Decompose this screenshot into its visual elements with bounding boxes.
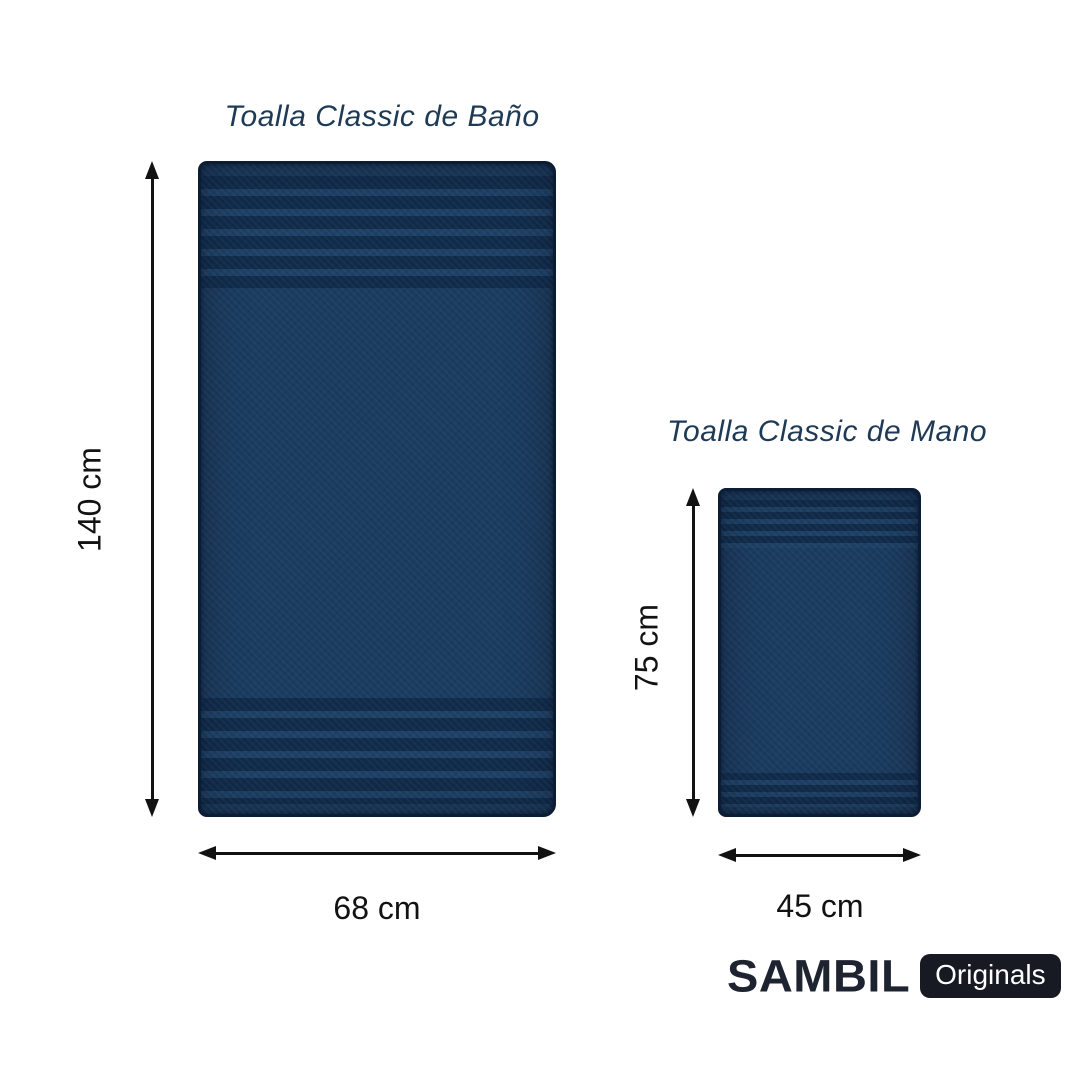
arrow-right-icon (903, 848, 921, 862)
bath-towel-bottom-stripes (201, 698, 553, 804)
arrow-up-icon (145, 161, 159, 179)
hand-width-label: 45 cm (776, 888, 864, 924)
hand-height-arrow (686, 488, 700, 817)
hand-towel-title: Toalla Classic de Mano (666, 415, 988, 448)
arrow-left-icon (198, 846, 216, 860)
arrow-down-icon (145, 799, 159, 817)
hand-towel-bottom-stripes (721, 773, 918, 807)
bath-towel-top-stripes (201, 176, 553, 288)
arrow-up-icon (686, 488, 700, 506)
bath-towel-image (198, 161, 556, 817)
arrow-down-icon (686, 799, 700, 817)
bath-height-arrow (145, 161, 159, 817)
brand-wordmark: SAMBIL (727, 950, 911, 1001)
arrow-right-icon (538, 846, 556, 860)
brand-logo: SAMBIL Originals (727, 952, 1061, 999)
bath-height-label: 140 cm (71, 447, 108, 552)
hand-towel-image (718, 488, 921, 817)
hand-towel-top-stripes (721, 500, 918, 548)
bath-width-arrow (198, 846, 556, 860)
bath-towel-title: Toalla Classic de Baño (224, 100, 540, 133)
hand-width-arrow (718, 848, 921, 862)
bath-width-label: 68 cm (333, 890, 421, 926)
hand-height-label: 75 cm (628, 603, 665, 692)
arrow-left-icon (718, 848, 736, 862)
brand-originals-badge: Originals (920, 953, 1061, 998)
